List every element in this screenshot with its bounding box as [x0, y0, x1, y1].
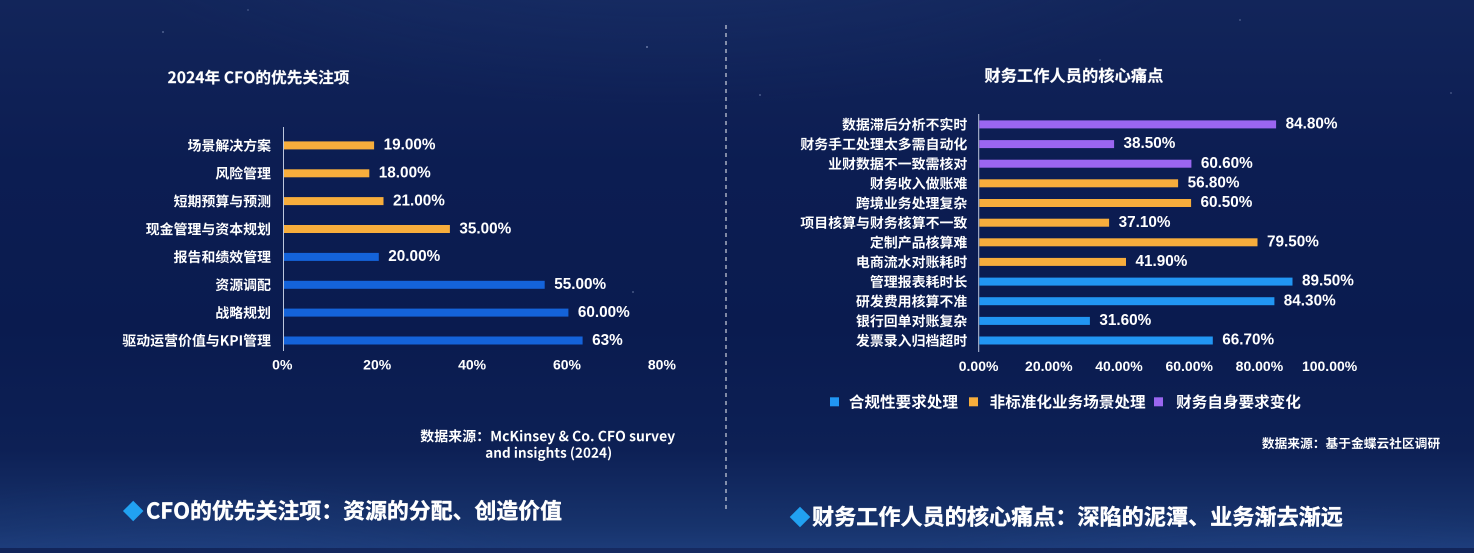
svg-text:63%: 63% — [592, 332, 623, 349]
svg-text:100.00%: 100.00% — [1302, 358, 1358, 374]
svg-text:40%: 40% — [458, 357, 487, 373]
svg-text:20.00%: 20.00% — [388, 248, 440, 265]
svg-text:84.30%: 84.30% — [1284, 292, 1336, 309]
svg-text:84.80%: 84.80% — [1286, 116, 1338, 133]
svg-text:38.50%: 38.50% — [1124, 135, 1176, 152]
svg-text:60.60%: 60.60% — [1201, 155, 1253, 172]
svg-text:60.00%: 60.00% — [578, 304, 630, 321]
svg-text:60.00%: 60.00% — [1165, 358, 1213, 374]
svg-text:37.10%: 37.10% — [1119, 214, 1171, 231]
svg-text:80.00%: 80.00% — [1236, 358, 1284, 374]
svg-text:41.90%: 41.90% — [1136, 253, 1188, 270]
svg-text:79.50%: 79.50% — [1267, 233, 1319, 250]
svg-text:66.70%: 66.70% — [1222, 332, 1274, 349]
svg-text:0%: 0% — [272, 357, 293, 373]
svg-text:60.50%: 60.50% — [1201, 194, 1253, 211]
svg-text:21.00%: 21.00% — [393, 192, 445, 209]
svg-text:89.50%: 89.50% — [1302, 273, 1354, 290]
svg-text:19.00%: 19.00% — [384, 137, 436, 154]
svg-text:31.60%: 31.60% — [1099, 312, 1151, 329]
svg-text:18.00%: 18.00% — [379, 165, 431, 182]
svg-text:20.00%: 20.00% — [1025, 358, 1073, 374]
svg-text:35.00%: 35.00% — [459, 220, 511, 237]
svg-text:80%: 80% — [648, 357, 677, 373]
svg-text:20%: 20% — [363, 357, 392, 373]
svg-text:60%: 60% — [553, 357, 582, 373]
svg-text:55.00%: 55.00% — [554, 276, 606, 293]
svg-text:56.80%: 56.80% — [1188, 174, 1240, 191]
svg-text:40.00%: 40.00% — [1095, 358, 1143, 374]
svg-text:0.00%: 0.00% — [959, 358, 999, 374]
